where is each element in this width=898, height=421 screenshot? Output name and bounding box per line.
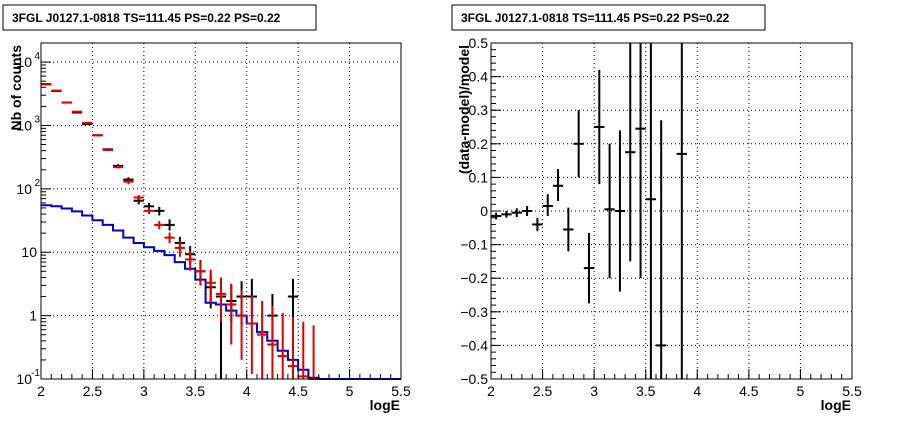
- right-residual-point: [532, 217, 543, 232]
- right-residual-point: [501, 211, 512, 218]
- right-x-tick-label: 4: [693, 383, 701, 399]
- right-grid: [491, 43, 852, 379]
- left-model-point: [257, 301, 268, 379]
- right-y-tick-label: −0.3: [460, 304, 488, 320]
- right-residual-point: [521, 205, 533, 217]
- left-x-tick-label: 5: [346, 383, 354, 399]
- left-model-point: [123, 179, 134, 185]
- left-model-point: [236, 290, 247, 360]
- right-y-tick-label: −0.2: [460, 270, 488, 286]
- right-x-tick-label: 5.5: [842, 383, 862, 399]
- left-grid: [41, 43, 401, 379]
- left-model-point: [267, 306, 278, 379]
- right-residual-point: [614, 130, 626, 292]
- right-title-box: [451, 4, 766, 31]
- left-y-tick-label: 10: [21, 244, 37, 260]
- left-model-point: [143, 207, 155, 215]
- left-x-tick-label: 3.5: [186, 383, 206, 399]
- right-y-tick-label: 0.5: [469, 35, 489, 51]
- right-x-tick-label: 5: [797, 383, 805, 399]
- left-y-tick-exponent: 2: [34, 178, 40, 189]
- left-x-tick-label: 2.5: [83, 383, 103, 399]
- right-residual-point: [635, 43, 646, 279]
- left-model-point: [154, 221, 165, 230]
- left-model-point: [226, 283, 237, 345]
- counts-histogram-panel: 3FGL J0127.1-0818 TS=111.45 PS=0.22 PS=0…: [2, 4, 411, 413]
- right-x-tick-label: 3.5: [636, 383, 656, 399]
- right-x-tick-label: 3: [590, 383, 598, 399]
- right-residual-point: [594, 69, 605, 185]
- left-model-point: [277, 312, 288, 379]
- left-model-point: [215, 277, 227, 322]
- right-x-tick-label: 2.5: [533, 383, 553, 399]
- right-residual-point: [676, 43, 687, 379]
- right-y-tick-label: −0.1: [460, 237, 488, 253]
- left-model-point: [185, 250, 196, 271]
- right-chart-title: 3FGL J0127.1-0818 TS=111.45 PS=0.22 PS=0…: [461, 11, 730, 25]
- right-residual-point: [656, 120, 667, 379]
- right-residual-point: [573, 110, 584, 178]
- left-x-axis-label: logE: [370, 397, 400, 413]
- right-y-tick-label: 0.1: [469, 169, 489, 185]
- right-residual-point: [542, 194, 553, 217]
- left-x-tick-label: 4: [243, 383, 251, 399]
- left-y-tick-label: 10: [16, 117, 32, 133]
- left-y-tick-exponent: 3: [34, 114, 40, 125]
- left-y-tick-exponent: 4: [34, 51, 40, 62]
- left-model-point: [195, 261, 206, 286]
- left-model-point: [246, 295, 257, 374]
- left-data-point: [287, 278, 299, 319]
- right-x-axis-label: logE: [821, 397, 851, 413]
- left-y-tick-label: 10: [16, 181, 32, 197]
- right-y-tick-label: 0.3: [469, 102, 489, 118]
- left-model-point: [308, 325, 319, 380]
- left-data-point: [154, 206, 165, 216]
- right-residual-point: [511, 208, 522, 218]
- left-model-point: [164, 232, 175, 244]
- right-y-axis-label: (data-model)/model: [456, 45, 472, 174]
- right-residual-point: [563, 207, 574, 252]
- left-model-point: [133, 194, 144, 201]
- left-title-box: [2, 4, 317, 31]
- left-model-point: [298, 321, 309, 379]
- residuals-panel: 3FGL J0127.1-0818 TS=111.45 PS=0.22 PS=0…: [451, 4, 862, 413]
- right-y-tick-label: 0.4: [469, 69, 489, 85]
- right-residual-point: [625, 43, 636, 262]
- right-points: [491, 43, 687, 379]
- right-x-tick-label: 2: [487, 383, 495, 399]
- left-y-tick-exponent: -1: [31, 368, 40, 379]
- left-model-point: [287, 317, 299, 379]
- left-points: [41, 83, 319, 380]
- right-residual-point: [552, 169, 564, 201]
- right-y-tick-label: 0: [480, 203, 488, 219]
- right-x-tick-label: 4.5: [739, 383, 759, 399]
- left-y-tick-label: 1: [29, 308, 37, 324]
- left-y-axis-label: Nb of counts: [8, 45, 24, 131]
- right-residual-point: [491, 212, 502, 220]
- left-y-tick-label: 10: [16, 54, 32, 70]
- left-chart-title: 3FGL J0127.1-0818 TS=111.45 PS=0.22 PS=0…: [12, 11, 281, 25]
- right-y-tick-label: −0.5: [460, 371, 488, 387]
- right-residual-point: [645, 43, 657, 379]
- left-data-point: [164, 219, 175, 231]
- left-model-point: [205, 269, 216, 303]
- right-axis-ticks: 2 2.5 3 3.5 4 4.5 5 5.5 −0.5 −0.4 −0.3 −0.2 −0.1 0 0.1…: [460, 35, 862, 399]
- left-y-tick-label: 10: [16, 371, 32, 387]
- left-x-tick-label: 2: [37, 383, 45, 399]
- left-model-point: [174, 241, 185, 257]
- right-residual-point: [604, 143, 615, 279]
- right-residual-point: [583, 232, 595, 304]
- right-y-tick-label: 0.2: [469, 136, 489, 152]
- left-plot-frame: [40, 42, 402, 380]
- left-x-tick-label: 3: [140, 383, 148, 399]
- left-model-point: [113, 165, 124, 169]
- left-x-tick-label: 4.5: [288, 383, 308, 399]
- left-x-tick-label: 5.5: [391, 383, 411, 399]
- right-y-tick-label: −0.4: [460, 337, 488, 353]
